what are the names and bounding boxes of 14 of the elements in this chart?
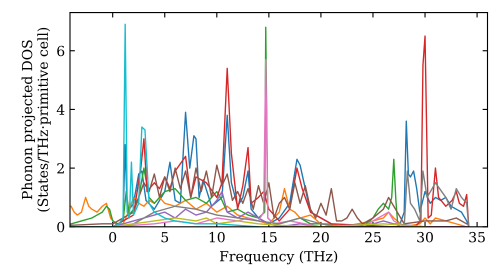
x-tick-label: 20	[313, 232, 329, 242]
y-axis-title: Phonon projected DOS (States/THz·primitive cell)	[22, 28, 51, 212]
y-tick-label: 0	[57, 222, 64, 232]
y-tick-label: 2	[57, 163, 64, 174]
x-tick-label: 30	[417, 232, 433, 242]
y-tick-label: 6	[57, 46, 64, 56]
x-tick-label: 10	[210, 232, 225, 242]
x-tick-label: 25	[365, 232, 381, 242]
x-tick-label: 5	[162, 232, 168, 242]
y-tick-label: 4	[56, 104, 64, 115]
x-tick-label: 35	[469, 232, 485, 242]
x-tick-label: 0	[109, 232, 116, 242]
x-axis-title: Frequency (THz)	[220, 250, 338, 264]
x-tick-label: 15	[262, 232, 277, 242]
